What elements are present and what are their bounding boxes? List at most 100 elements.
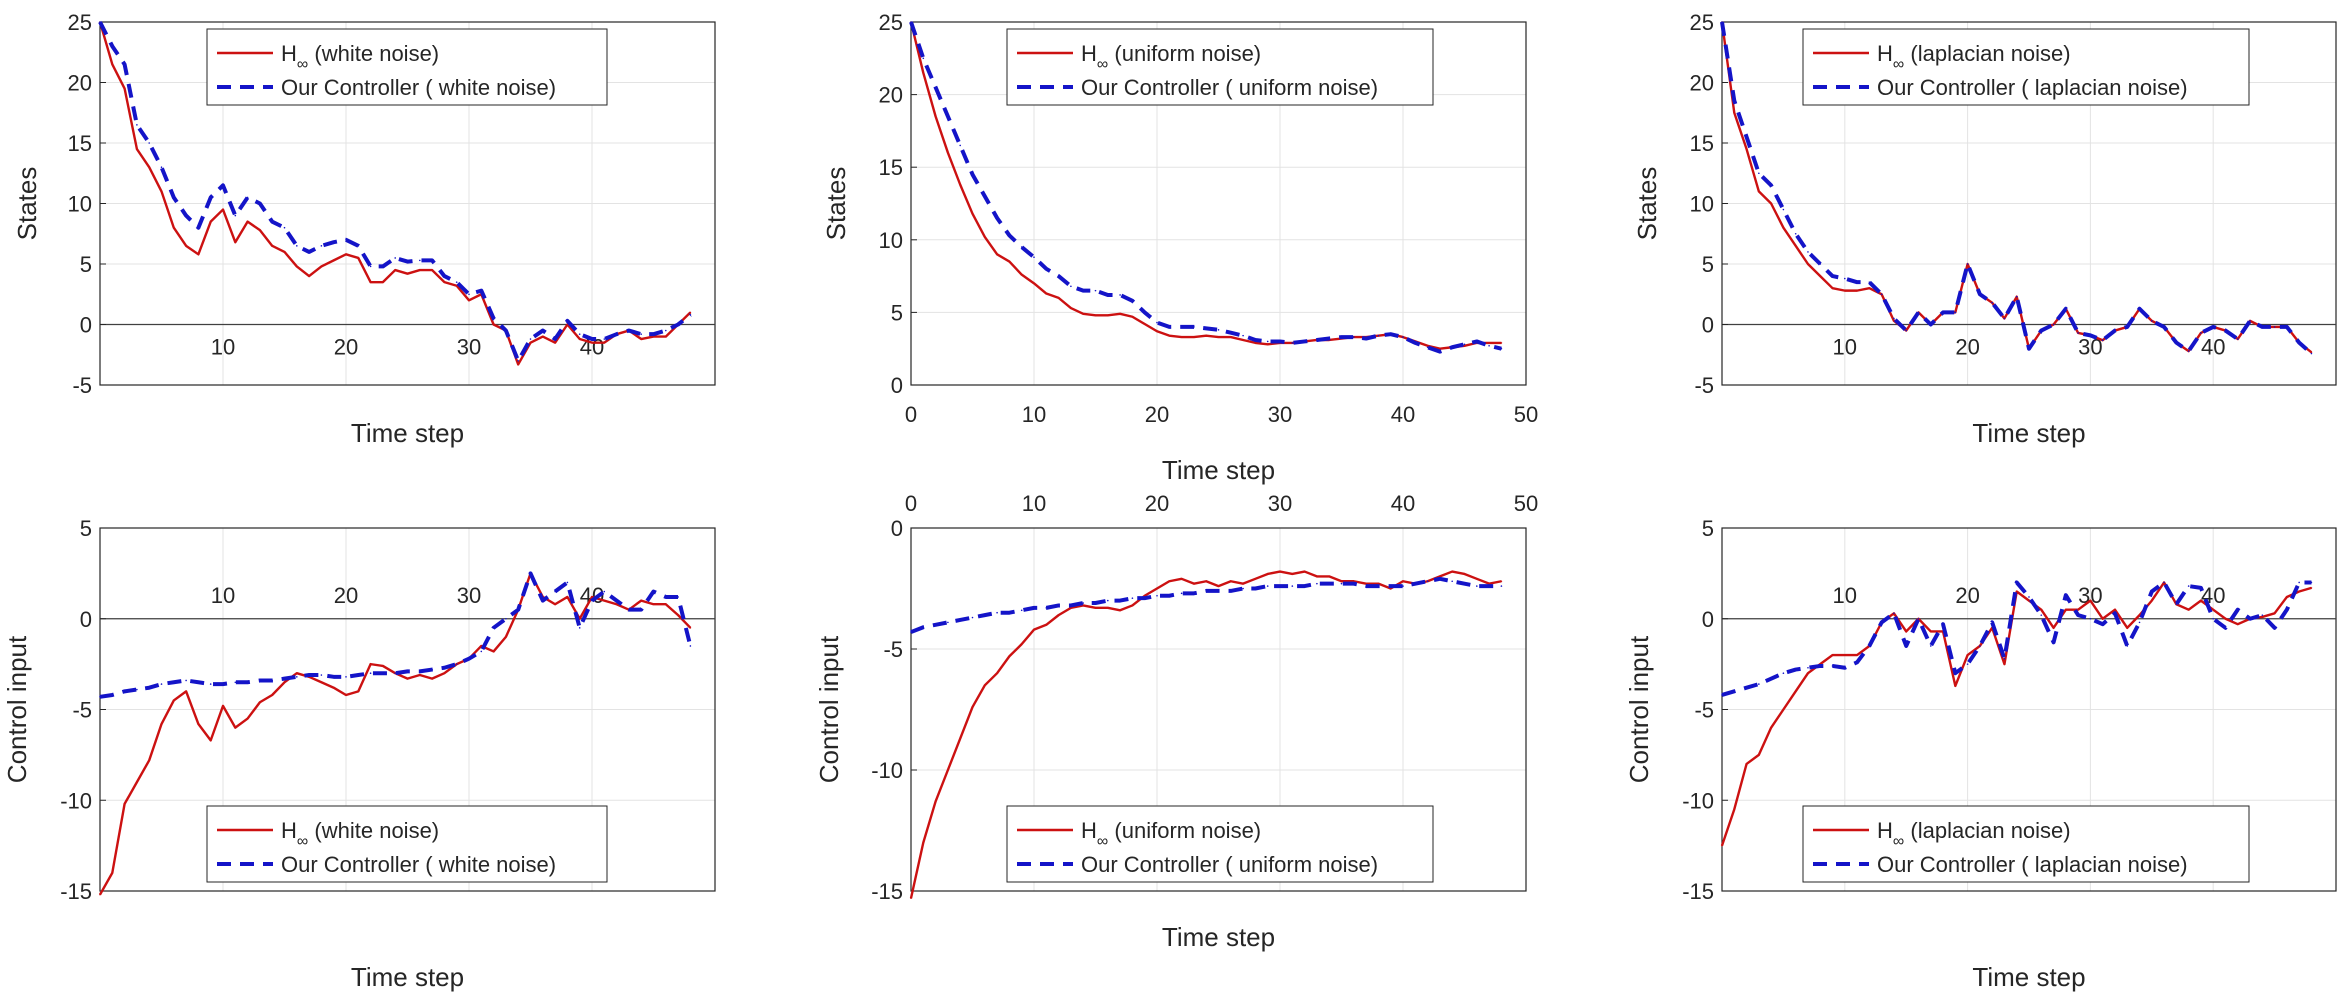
data-point (1758, 683, 1760, 685)
data-point (922, 626, 925, 629)
data-point (1082, 313, 1084, 315)
data-point (2298, 341, 2300, 344)
data-point (246, 681, 249, 684)
data-point (2261, 326, 2264, 328)
data-point (2077, 614, 2079, 616)
data-point (111, 872, 114, 874)
data-point (1377, 582, 1380, 585)
data-point (234, 214, 237, 217)
data-point (1402, 336, 1404, 338)
data-point (2151, 320, 2153, 322)
data-point (947, 621, 949, 624)
data-point (1389, 585, 1392, 587)
series-our-controller (99, 571, 693, 699)
data-point (1402, 580, 1404, 583)
data-point (947, 769, 949, 771)
data-point (246, 220, 249, 223)
data-point (1782, 672, 1785, 674)
legend-box (206, 28, 608, 106)
data-point (406, 677, 409, 680)
data-point (1070, 285, 1072, 288)
data-point (209, 739, 212, 742)
data-point (123, 63, 126, 66)
data-point (1254, 587, 1257, 590)
y-axis-label: Control input (2, 635, 32, 783)
data-point (959, 183, 961, 186)
data-point (689, 627, 692, 629)
data-point (2224, 627, 2227, 629)
data-point (1500, 342, 1503, 344)
data-point (529, 572, 532, 575)
y-tick-label: -10 (60, 788, 92, 813)
data-point (1745, 136, 1748, 138)
legend-box (1802, 28, 2250, 106)
data-point (1905, 630, 1907, 633)
x-tick-label: 10 (1833, 335, 1857, 360)
data-point (947, 151, 949, 154)
data-point (173, 196, 175, 199)
data-point (394, 672, 397, 674)
data-point (431, 269, 433, 271)
x-tick-label: 20 (1145, 402, 1169, 427)
y-tick-label: 0 (80, 607, 92, 632)
data-point (1389, 333, 1392, 335)
data-point (1242, 582, 1244, 585)
data-point (1414, 342, 1417, 344)
data-point (1782, 708, 1785, 711)
data-point (566, 596, 569, 598)
y-tick-label: 25 (68, 10, 92, 35)
data-point (2077, 332, 2079, 334)
data-point (1328, 582, 1330, 585)
data-point (677, 323, 679, 326)
data-point (1193, 582, 1195, 585)
data-point (123, 803, 126, 805)
data-point (1193, 326, 1195, 328)
data-point (1008, 611, 1011, 614)
data-point (1254, 339, 1257, 341)
data-point (222, 208, 224, 211)
data-point (2089, 334, 2092, 337)
data-point (1328, 575, 1330, 578)
data-point (566, 581, 569, 584)
data-point (591, 599, 593, 602)
data-point (1868, 287, 1871, 290)
data-point (1045, 268, 1048, 270)
data-point (1143, 323, 1146, 325)
data-point (222, 683, 224, 685)
data-point (1156, 321, 1158, 324)
x-tick-label: 30 (1268, 402, 1292, 427)
data-point (2175, 341, 2178, 344)
data-point (1365, 582, 1367, 585)
data-point (1168, 594, 1171, 597)
x-tick-label: 20 (1955, 583, 1979, 608)
data-point (185, 214, 187, 217)
data-point (369, 663, 372, 665)
data-point (136, 688, 138, 691)
data-point (1733, 808, 1736, 811)
data-point (1880, 621, 1883, 624)
data-point (332, 676, 335, 678)
data-point (1488, 342, 1490, 344)
data-point (665, 335, 667, 338)
data-point (1377, 334, 1380, 337)
data-point (2298, 581, 2300, 584)
data-point (677, 614, 679, 616)
data-point (2015, 590, 2018, 593)
data-point (1045, 624, 1048, 626)
data-point (480, 289, 483, 292)
series-our-controller (1720, 21, 2313, 356)
data-point (652, 335, 655, 338)
data-point (1831, 275, 1834, 277)
y-tick-label: 10 (879, 228, 903, 253)
data-point (123, 690, 126, 693)
data-point (984, 236, 986, 238)
data-point (959, 619, 961, 621)
data-point (591, 596, 593, 598)
data-point (1942, 311, 1944, 314)
y-tick-label: -15 (60, 879, 92, 904)
data-point (2249, 320, 2251, 322)
data-point (1500, 347, 1503, 350)
data-point (222, 184, 224, 187)
y-tick-label: -10 (1682, 788, 1714, 813)
data-point (1794, 690, 1797, 693)
